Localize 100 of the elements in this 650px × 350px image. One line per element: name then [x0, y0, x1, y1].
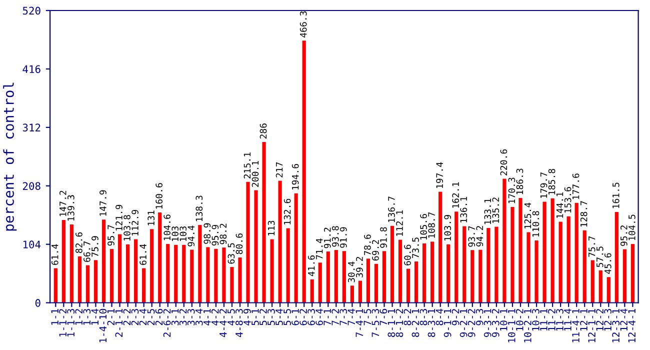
x-tick-label: 1-2 [75, 309, 82, 325]
data-label: 103 [180, 226, 187, 241]
x-tick-label: 4-9 [243, 308, 251, 326]
data-label: 98.9 [204, 223, 211, 244]
data-label: 112.1 [396, 210, 403, 236]
x-tick-label: 4-4-2 [219, 309, 227, 338]
bar [302, 40, 306, 303]
data-label: 91.2 [324, 228, 331, 248]
x-tick-label: 10-1 [500, 308, 508, 331]
bar [182, 244, 186, 303]
x-tick-label: 12-3 [604, 309, 612, 331]
data-label: 82.6 [76, 232, 82, 253]
bar [294, 193, 298, 303]
x-tick-label: 2-4 [139, 308, 147, 326]
x-tick-label: 5-1 [252, 308, 259, 326]
bar [62, 220, 66, 303]
x-tick-label: 1-3 [83, 309, 91, 325]
data-label: 30.4 [348, 262, 355, 282]
x-tick-label: 2-5 [147, 309, 155, 326]
bar [542, 202, 546, 303]
data-label: 91.8 [380, 227, 387, 248]
x-tick-label: 10-2-1 [524, 308, 532, 342]
data-label: 80.6 [236, 234, 243, 254]
bar [238, 257, 242, 303]
y-tick-label: 208 [22, 182, 40, 190]
bar [614, 212, 618, 303]
data-label: 466.3 [300, 11, 307, 38]
bar [246, 182, 250, 303]
data-label: 200.1 [252, 160, 259, 187]
x-tick-label: 3-4 [195, 308, 203, 326]
bar [86, 265, 90, 303]
bar [206, 247, 210, 303]
data-label: 185.8 [548, 168, 556, 194]
x-tick-label: 8-4 [436, 308, 444, 326]
data-label: 179.7 [540, 172, 548, 198]
x-tick-label: 7-4-1 [356, 308, 363, 337]
data-label: 160.6 [156, 183, 162, 209]
data-label: 153.6 [564, 187, 572, 213]
data-label: 94.2 [476, 226, 484, 246]
data-label: 95.2 [620, 225, 628, 246]
x-tick-label: 10-3 [532, 309, 540, 331]
x-tick-label: 1-1 [51, 308, 58, 325]
x-tick-label: 12-1-1 [588, 308, 596, 342]
x-tick-label: 12-1 [580, 308, 588, 331]
bar [166, 244, 170, 303]
bar [382, 251, 386, 303]
bar [582, 230, 586, 303]
data-label: 132.6 [284, 198, 291, 224]
x-tick-label: 10-1-1 [508, 308, 516, 342]
bar [318, 262, 322, 303]
data-label: 105.6 [420, 214, 427, 240]
x-tick-label: 8-3 [420, 309, 428, 326]
x-tick-label: 6-4 [316, 308, 323, 326]
bar [550, 198, 554, 303]
x-tick-label: 1-4-10 [99, 308, 107, 342]
x-tick-label: 11-4 [564, 308, 572, 331]
x-tick-label: 7-6 [380, 308, 388, 326]
data-label: 93.8 [332, 226, 339, 247]
x-tick-label: 9-3-2 [492, 309, 500, 337]
data-label: 125.4 [524, 202, 532, 228]
y-tick-label: 312 [22, 124, 40, 132]
bar [414, 261, 418, 303]
x-tick-label: 11-1 [540, 308, 548, 331]
data-label: 112.9 [132, 210, 138, 236]
data-label: 104.5 [628, 214, 636, 240]
data-label: 186.3 [516, 168, 524, 194]
x-tick-label: 3-1 [171, 308, 179, 326]
x-tick-label: 12-4 [620, 308, 628, 331]
x-tick-label: 9-2 [452, 309, 460, 326]
bar [350, 286, 354, 303]
bar [174, 244, 178, 303]
data-label: 147.2 [59, 190, 66, 216]
bar [342, 251, 346, 303]
data-label: 136.7 [388, 196, 395, 222]
y-tick-label: 0 [35, 299, 40, 307]
data-label: 41.6 [308, 255, 315, 276]
bar [606, 277, 610, 303]
bar [510, 207, 514, 303]
data-label: 98.2 [220, 224, 227, 244]
bar [406, 268, 410, 303]
data-label: 136.1 [460, 196, 468, 222]
data-label: 66.7 [84, 241, 90, 262]
bar [486, 228, 490, 303]
bar [126, 244, 130, 303]
bar [118, 234, 122, 303]
bar [366, 258, 370, 303]
x-tick-label: 6-1 [292, 308, 299, 326]
x-tick-label: 11-3 [556, 309, 564, 331]
data-label: 128.7 [580, 201, 588, 227]
x-tick-label: 5-2 [260, 309, 267, 326]
bar [438, 192, 442, 303]
bar [622, 249, 626, 303]
bar [430, 242, 434, 303]
data-label: 177.6 [572, 174, 580, 200]
bar [286, 228, 290, 303]
x-tick-label: 4-5 [228, 309, 235, 326]
data-label: 139.3 [68, 195, 74, 221]
data-label: 286 [260, 124, 267, 139]
data-label: 162.1 [452, 182, 460, 208]
bar [214, 248, 218, 303]
